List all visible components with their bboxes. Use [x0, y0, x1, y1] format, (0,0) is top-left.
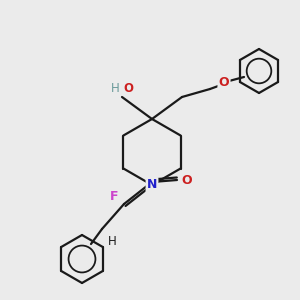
Text: H: H: [111, 82, 120, 95]
Text: H: H: [108, 235, 116, 248]
Text: N: N: [147, 178, 157, 191]
Text: O: O: [219, 76, 229, 89]
Text: O: O: [123, 82, 133, 95]
Text: O: O: [181, 173, 192, 187]
Text: F: F: [110, 190, 118, 203]
